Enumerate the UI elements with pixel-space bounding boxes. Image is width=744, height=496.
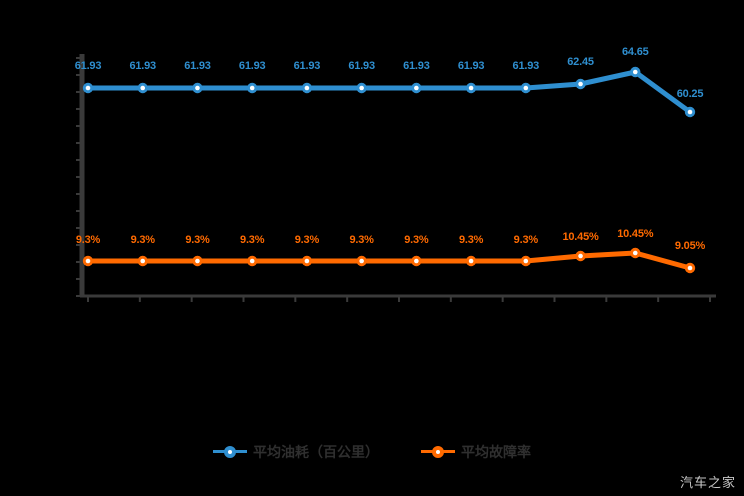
data-label: 9.3%	[458, 234, 484, 246]
legend-marker-icon-0	[213, 445, 247, 459]
data-point	[82, 255, 94, 267]
data-label: 60.25	[676, 88, 704, 100]
data-label: 9.3%	[513, 234, 538, 246]
data-point	[465, 82, 477, 94]
data-point	[137, 82, 148, 94]
data-point	[411, 82, 422, 94]
legend-marker-icon-1	[421, 445, 455, 459]
data-point	[246, 255, 258, 267]
data-label: 61.93	[403, 60, 430, 72]
data-point	[246, 82, 258, 94]
series-1	[82, 247, 696, 274]
chart-axes	[76, 54, 716, 302]
data-point	[192, 255, 203, 267]
data-point	[356, 255, 367, 267]
legend-item-0[interactable]: 平均油耗（百公里）	[213, 441, 379, 463]
data-label: 61.93	[293, 60, 321, 72]
legend-item-1[interactable]: 平均故障率	[421, 441, 531, 463]
data-point	[411, 255, 422, 267]
data-point	[356, 82, 367, 94]
watermark-autohome: 汽车之家	[679, 476, 736, 491]
data-point	[301, 255, 313, 267]
data-point	[192, 82, 203, 94]
data-point	[630, 66, 641, 78]
data-point	[684, 262, 696, 274]
data-point	[137, 255, 148, 267]
data-label: 9.3%	[294, 234, 320, 246]
data-label: 9.3%	[404, 234, 429, 246]
data-point	[575, 250, 586, 262]
data-label: 61.93	[457, 60, 485, 72]
data-point	[465, 255, 477, 267]
data-label: 9.05%	[674, 240, 706, 252]
data-point	[82, 82, 94, 94]
data-label: 9.3%	[349, 234, 374, 246]
data-label: 10.45%	[617, 228, 654, 240]
data-point	[630, 247, 641, 259]
data-point	[684, 106, 696, 118]
data-label: 62.45	[567, 56, 594, 68]
legend-label-1: 平均故障率	[461, 444, 531, 460]
data-label: 9.3%	[185, 234, 210, 246]
data-point	[575, 78, 586, 90]
data-label: 61.93	[129, 60, 156, 72]
data-label: 61.93	[348, 60, 375, 72]
data-label: 61.93	[74, 60, 102, 72]
data-point	[301, 82, 313, 94]
data-label: 9.3%	[240, 234, 265, 246]
data-label: 61.93	[238, 60, 266, 72]
data-label: 9.3%	[130, 234, 155, 246]
data-point	[520, 82, 532, 94]
data-label: 61.93	[184, 60, 211, 72]
series-0	[82, 66, 696, 118]
data-label: 9.3%	[75, 234, 101, 246]
data-point	[520, 255, 532, 267]
data-label: 10.45%	[562, 231, 599, 243]
data-label: 64.65	[622, 46, 649, 58]
chart-legend: 平均油耗（百公里） 平均故障率	[0, 438, 744, 466]
legend-label-0: 平均油耗（百公里）	[253, 444, 379, 460]
data-label: 61.93	[512, 60, 540, 72]
